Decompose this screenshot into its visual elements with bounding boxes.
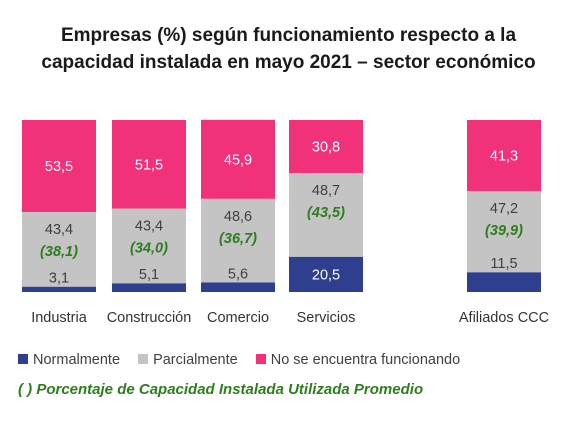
legend-label-parcialmente: Parcialmente [153, 352, 238, 368]
bar-industria-normalmente [22, 286, 96, 292]
value-label-afiliados-ccc-parcialmente: 47,2 [490, 201, 518, 217]
capacity-label-afiliados-ccc: (39,9) [485, 223, 523, 239]
bar-afiliados-ccc-normalmente [467, 272, 541, 292]
bar-construccion-no-se-encuentra-funcionando [112, 120, 186, 209]
value-label-construccion-normalmente: 5,1 [139, 267, 159, 283]
capacity-label-construccion: (34,0) [130, 241, 168, 257]
value-label-comercio-parcialmente: 48,6 [224, 209, 252, 225]
stacked-bar-chart: 3,1 43,4 53,5 (38,1) Industria 5,1 43,4 51,5 (34… [22, 119, 549, 326]
bar-industria-no-se-encuentra-funcionando [22, 120, 96, 213]
value-label-afiliados-ccc-normalmente: 11,5 [490, 256, 517, 272]
category-label-afiliados-ccc: Afiliados CCC [459, 310, 549, 326]
bar-comercio-no-se-encuentra-funcionando [201, 119, 275, 199]
bar-construccion-parcialmente [112, 208, 186, 284]
legend-label-normalmente: Normalmente [33, 352, 121, 368]
value-label-industria-no-se-encuentra-funcionando: 53,5 [45, 159, 73, 175]
legend-swatch-normalmente [18, 354, 28, 364]
category-label-comercio: Comercio [207, 310, 269, 326]
legend-swatch-no-funcionando [255, 354, 266, 364]
value-label-servicios-parcialmente: 48,7 [312, 183, 340, 199]
value-label-comercio-normalmente: 5,6 [228, 266, 248, 282]
legend-item-parcialmente: Parcialmente [138, 352, 238, 368]
bar-construccion-normalmente [112, 283, 186, 292]
bar-servicios-normalmente [289, 256, 363, 292]
category-label-servicios: Servicios [297, 310, 356, 326]
category-label-construccion: Construcción [107, 310, 192, 326]
value-label-servicios-normalmente: 20,5 [312, 267, 340, 283]
chart-legend: Normalmente Parcialmente No se encuentra… [18, 352, 573, 368]
bar-servicios-parcialmente [289, 172, 363, 257]
value-label-construccion-no-se-encuentra-funcionando: 51,5 [135, 157, 163, 173]
value-label-industria-parcialmente: 43,4 [45, 222, 73, 238]
chart-title: Empresas (%) según funcionamiento respec… [0, 22, 577, 76]
bar-afiliados-ccc-parcialmente [467, 191, 541, 273]
bar-comercio-normalmente [201, 282, 275, 292]
value-label-construccion-parcialmente: 43,4 [135, 219, 163, 235]
bar-servicios-no-se-encuentra-funcionando [289, 120, 363, 173]
capacity-note: ( ) Porcentaje de Capacidad Instalada Ut… [18, 381, 424, 398]
capacity-label-industria: (38,1) [40, 244, 78, 260]
bar-comercio-parcialmente [201, 198, 275, 283]
category-label-industria: Industria [31, 310, 88, 326]
value-label-servicios-no-se-encuentra-funcionando: 30,8 [312, 139, 340, 155]
capacity-label-servicios: (43,5) [307, 205, 345, 221]
legend-swatch-parcialmente [138, 354, 149, 364]
value-label-industria-normalmente: 3,1 [49, 271, 69, 287]
legend-item-no-funcionando: No se encuentra funcionando [255, 352, 461, 368]
bar-industria-parcialmente [22, 212, 96, 287]
value-label-comercio-no-se-encuentra-funcionando: 45,9 [224, 152, 252, 168]
capacity-label-comercio: (36,7) [219, 231, 257, 247]
legend-label-no-funcionando: No se encuentra funcionando [270, 352, 461, 368]
chart-title-line-1: Empresas (%) según funcionamiento respec… [60, 25, 517, 46]
chart-title-line-2: capacidad instalada en mayo 2021 – secto… [41, 52, 536, 73]
legend-item-normalmente: Normalmente [18, 352, 120, 368]
value-label-afiliados-ccc-no-se-encuentra-funcionando: 41,3 [490, 149, 518, 165]
bar-afiliados-ccc-no-se-encuentra-funcionando [467, 120, 541, 192]
